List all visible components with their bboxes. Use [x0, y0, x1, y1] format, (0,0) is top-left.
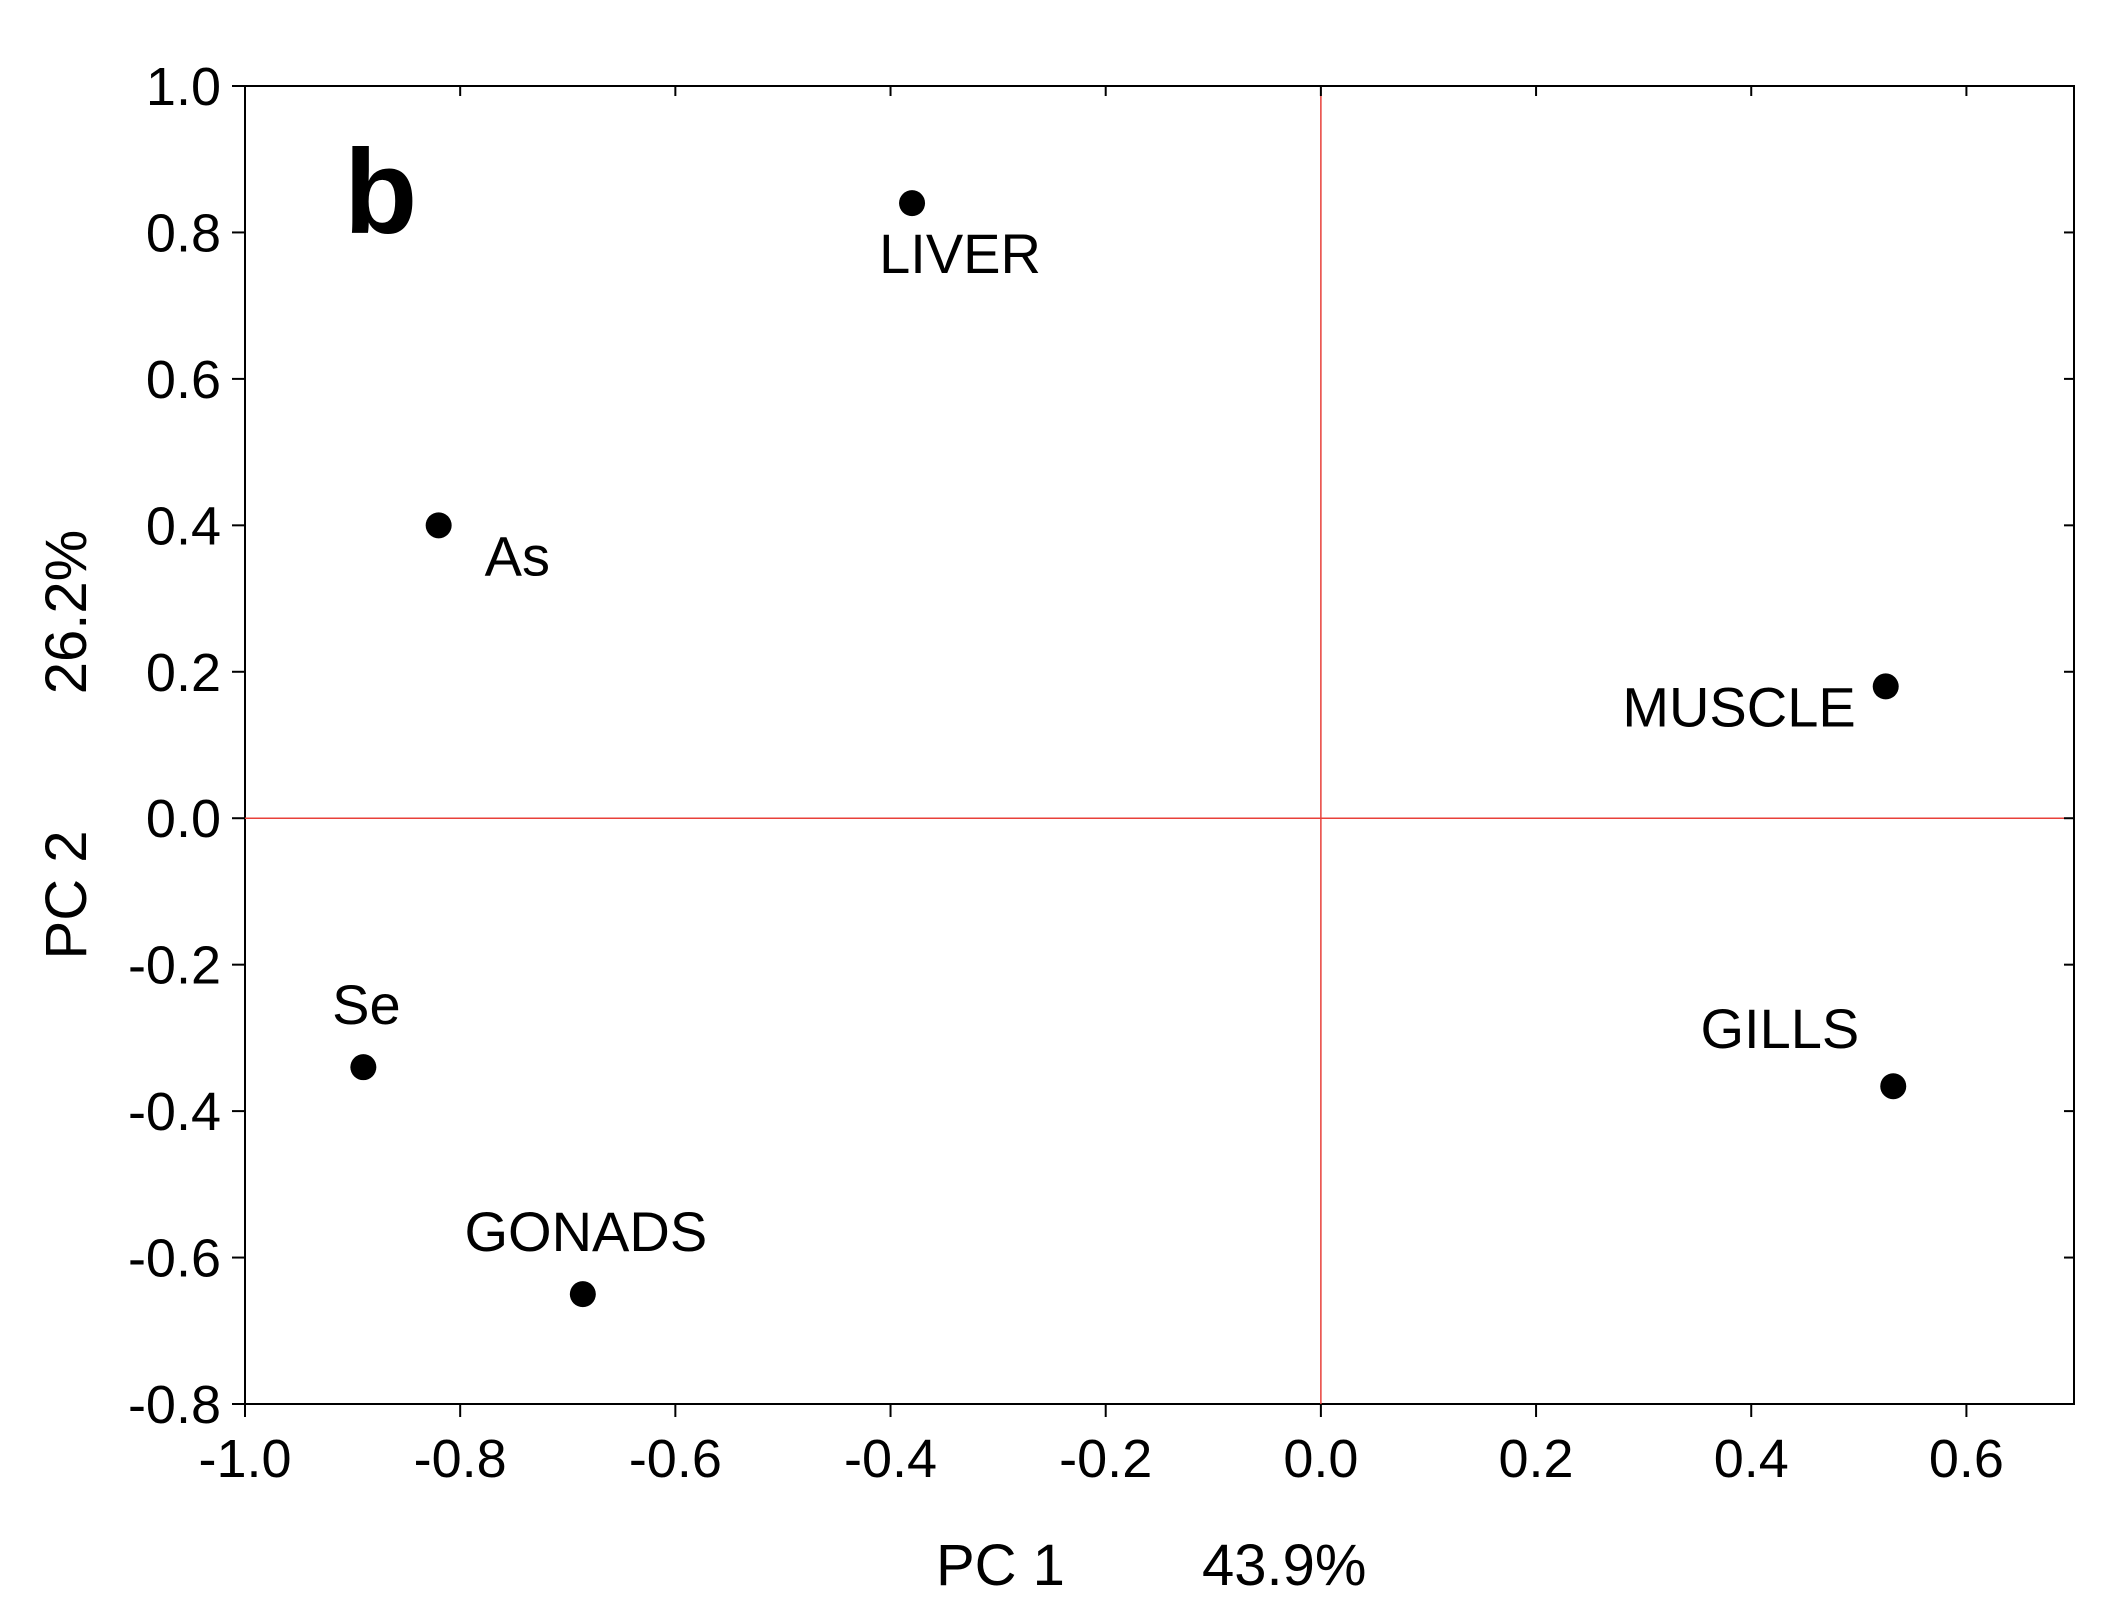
point-label-as: As: [485, 524, 550, 587]
x-tick-label: -0.8: [414, 1429, 507, 1489]
x-tick-label: -0.2: [1059, 1429, 1152, 1489]
point-liver: [899, 190, 926, 217]
data-points: LIVER As MUSCLE Se GILLS GONADS: [332, 190, 1907, 1308]
y-axis-variance: 26.2%: [34, 530, 99, 694]
y-axis-ticks: 1.0 0.8 0.6 0.4 0.2 0.0 -0.2 -0.4 -0.6 -0.8: [128, 57, 2074, 1435]
point-label-muscle: MUSCLE: [1622, 675, 1855, 738]
point-as: [425, 512, 452, 539]
x-tick-label: -0.4: [844, 1429, 937, 1489]
x-tick-label: 0.2: [1499, 1429, 1574, 1489]
x-axis-ticks: -1.0 -0.8 -0.6 -0.4 -0.2 0.0 0.2 0.4 0.6: [198, 86, 2004, 1489]
panel-label: b: [344, 125, 417, 259]
y-tick-label: 0.2: [146, 643, 221, 703]
y-tick-label: 0.4: [146, 496, 221, 556]
point-se: [350, 1054, 377, 1081]
point-label-se: Se: [332, 973, 401, 1036]
point-gonads: [569, 1281, 596, 1308]
x-tick-label: 0.4: [1714, 1429, 1789, 1489]
point-muscle: [1872, 673, 1899, 700]
point-label-gills: GILLS: [1700, 997, 1859, 1060]
y-tick-label: -0.4: [128, 1082, 221, 1142]
y-tick-label: -0.6: [128, 1229, 221, 1289]
y-tick-label: 1.0: [146, 57, 221, 117]
point-gills: [1880, 1073, 1907, 1100]
x-tick-label: 0.6: [1929, 1429, 2004, 1489]
x-tick-label: -0.6: [629, 1429, 722, 1489]
x-tick-label: 0.0: [1283, 1429, 1358, 1489]
y-tick-label: -0.8: [128, 1375, 221, 1435]
y-tick-label: 0.0: [146, 789, 221, 849]
y-tick-label: 0.8: [146, 203, 221, 263]
point-label-liver: LIVER: [879, 222, 1041, 285]
point-label-gonads: GONADS: [464, 1200, 707, 1263]
y-axis-title: PC 2: [34, 831, 99, 960]
x-tick-label: -1.0: [198, 1429, 291, 1489]
plot-area-frame: [244, 85, 2075, 1405]
x-axis-title: PC 1: [936, 1533, 1065, 1598]
x-axis-variance: 43.9%: [1202, 1533, 1366, 1598]
y-tick-label: 0.6: [146, 350, 221, 410]
y-tick-label: -0.2: [128, 936, 221, 996]
